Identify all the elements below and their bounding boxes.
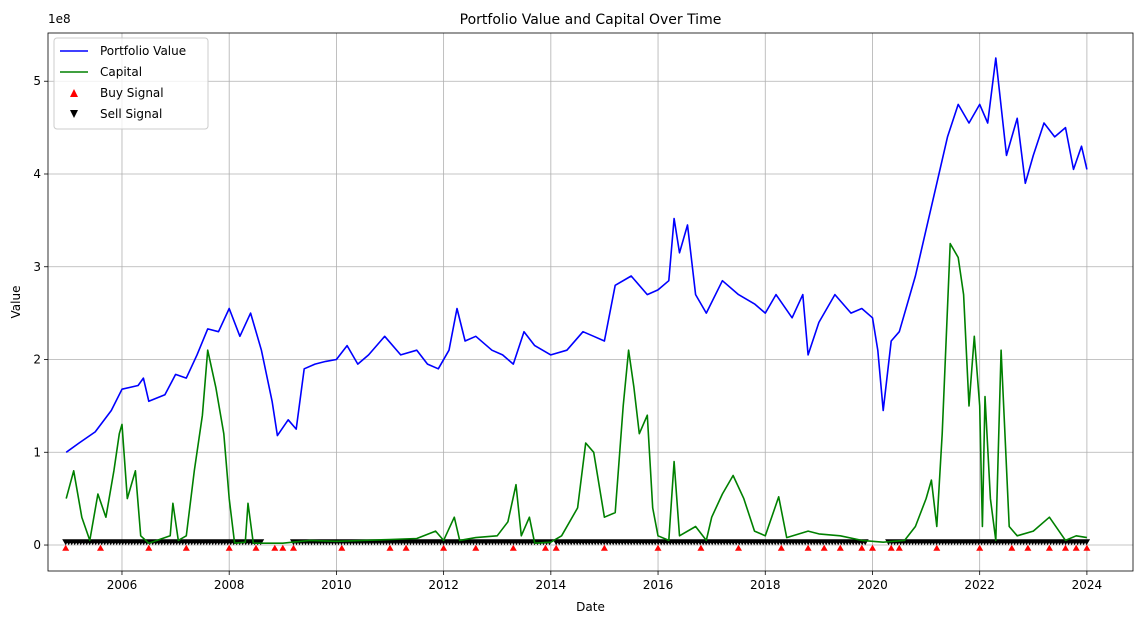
legend-label-buy-signal: Buy Signal: [100, 86, 164, 100]
x-tick-label: 2014: [536, 578, 567, 592]
y-axis-title: Value: [9, 286, 23, 319]
legend-label-capital: Capital: [100, 65, 142, 79]
x-tick-label: 2010: [321, 578, 352, 592]
x-tick-label: 2012: [428, 578, 459, 592]
legend-label-sell-signal: Sell Signal: [100, 107, 162, 121]
y-tick-label: 1: [33, 445, 41, 459]
legend-swatch-sell-signal: [70, 110, 78, 118]
x-tick-label: 2008: [214, 578, 245, 592]
y-tick-label: 5: [33, 74, 41, 88]
chart-title: Portfolio Value and Capital Over Time: [460, 12, 722, 28]
grid: [48, 33, 1133, 571]
legend-label-portfolio-value: Portfolio Value: [100, 44, 186, 58]
x-tick-label: 2022: [964, 578, 995, 592]
x-axis-title: Date: [576, 600, 605, 614]
x-tick-label: 2020: [857, 578, 888, 592]
legend-swatch-buy-signal: [70, 89, 78, 97]
y-tick-label: 0: [33, 538, 41, 552]
x-tick-label: 2006: [107, 578, 138, 592]
y-tick-label: 4: [33, 167, 41, 181]
x-tick-label: 2018: [750, 578, 781, 592]
portfolio-value-line: [65, 57, 1088, 453]
legend: Portfolio Value Capital Buy Signal Sell …: [53, 37, 209, 130]
capital-line: [65, 242, 1088, 544]
axes: 2006 2008 2010 2012 2014 2016 2018 2020 2022 2024…: [33, 74, 1102, 592]
plot-series: [62, 57, 1091, 551]
x-tick-label: 2016: [643, 578, 674, 592]
legend-box: [53, 37, 209, 130]
y-tick-label: 3: [33, 260, 41, 274]
plot-frame: [47, 32, 1134, 572]
x-tick-label: 2024: [1072, 578, 1103, 592]
y-axis-offset-label: 1e8: [48, 12, 71, 26]
y-tick-label: 2: [33, 353, 41, 367]
